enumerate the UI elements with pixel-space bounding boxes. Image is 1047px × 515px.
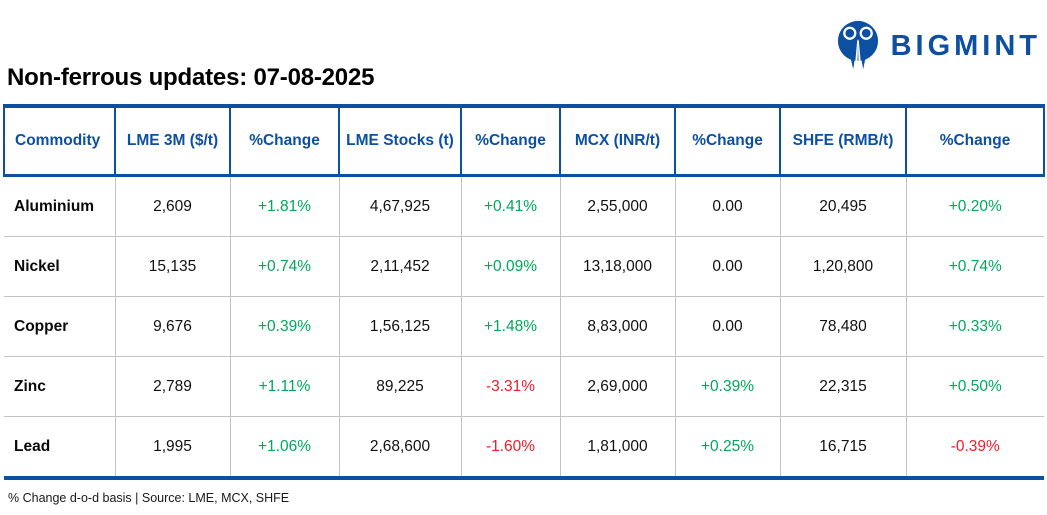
lme-stocks-cell: 2,11,452 <box>338 236 462 297</box>
mcx-cell: 2,69,000 <box>559 356 676 417</box>
commodity-cell: Zinc <box>4 356 116 417</box>
lme-stocks-cell: 4,67,925 <box>338 175 462 237</box>
mcx-cell: 13,18,000 <box>559 236 676 297</box>
commodity-cell: Copper <box>4 296 116 357</box>
mcx-change-cell: +0.25% <box>674 416 781 480</box>
table-header-row: Commodity LME 3M ($/t) %Change LME Stock… <box>3 104 1045 177</box>
mcx-cell: 1,81,000 <box>559 416 676 480</box>
source-footnote: % Change d-o-d basis | Source: LME, MCX,… <box>8 491 290 505</box>
shfe-change-cell: +0.50% <box>905 356 1044 417</box>
table-row-copper: Copper 9,676 +0.39% 1,56,125 +1.48% 8,83… <box>4 296 1044 357</box>
commodity-cell: Nickel <box>4 236 116 297</box>
column-header-commodity: Commodity <box>3 104 116 177</box>
column-header-mcx-change: %Change <box>674 104 781 177</box>
shfe-change-cell: +0.74% <box>905 236 1044 297</box>
commodity-cell: Aluminium <box>4 175 116 237</box>
lme-stocks-change-cell: -3.31% <box>460 356 561 417</box>
commodity-table: Commodity LME 3M ($/t) %Change LME Stock… <box>3 104 1045 480</box>
shfe-change-cell: +0.33% <box>905 296 1044 357</box>
lme-stocks-change-cell: +0.41% <box>460 175 561 237</box>
bigmint-logo: BIGMINT <box>835 20 1041 72</box>
mcx-change-cell: 0.00 <box>674 175 781 237</box>
lme-stocks-cell: 89,225 <box>338 356 462 417</box>
lme-3m-cell: 2,789 <box>114 356 231 417</box>
shfe-cell: 16,715 <box>779 416 907 480</box>
column-header-mcx: MCX (INR/t) <box>559 104 676 177</box>
bigmint-people-m-icon <box>837 20 878 70</box>
lme-stocks-change-cell: +0.09% <box>460 236 561 297</box>
table-row-lead: Lead 1,995 +1.06% 2,68,600 -1.60% 1,81,0… <box>4 416 1044 480</box>
lme-3m-cell: 1,995 <box>114 416 231 480</box>
mcx-change-cell: 0.00 <box>674 296 781 357</box>
table-row-aluminium: Aluminium 2,609 +1.81% 4,67,925 +0.41% 2… <box>4 175 1044 237</box>
column-header-lme-3m: LME 3M ($/t) <box>114 104 231 177</box>
lme-3m-cell: 2,609 <box>114 175 231 237</box>
shfe-cell: 1,20,800 <box>779 236 907 297</box>
shfe-cell: 78,480 <box>779 296 907 357</box>
shfe-cell: 20,495 <box>779 175 907 237</box>
lme-3m-cell: 15,135 <box>114 236 231 297</box>
column-header-lme-stocks: LME Stocks (t) <box>338 104 462 177</box>
commodity-table-wrapper: Commodity LME 3M ($/t) %Change LME Stock… <box>3 104 1045 480</box>
mcx-cell: 8,83,000 <box>559 296 676 357</box>
lme-stocks-cell: 2,68,600 <box>338 416 462 480</box>
lme-3m-cell: 9,676 <box>114 296 231 357</box>
lme-3m-change-cell: +1.06% <box>229 416 340 480</box>
lme-stocks-cell: 1,56,125 <box>338 296 462 357</box>
lme-stocks-change-cell: +1.48% <box>460 296 561 357</box>
shfe-change-cell: -0.39% <box>905 416 1044 480</box>
column-header-lme-stocks-change: %Change <box>460 104 561 177</box>
bigmint-wordmark: BIGMINT <box>890 29 1041 62</box>
lme-stocks-change-cell: -1.60% <box>460 416 561 480</box>
lme-3m-change-cell: +1.81% <box>229 175 340 237</box>
page-title: Non-ferrous updates: 07-08-2025 <box>7 64 375 91</box>
mcx-cell: 2,55,000 <box>559 175 676 237</box>
shfe-cell: 22,315 <box>779 356 907 417</box>
lme-3m-change-cell: +0.74% <box>229 236 340 297</box>
column-header-shfe-change: %Change <box>905 104 1045 177</box>
lme-3m-change-cell: +0.39% <box>229 296 340 357</box>
lme-3m-change-cell: +1.11% <box>229 356 340 417</box>
table-row-nickel: Nickel 15,135 +0.74% 2,11,452 +0.09% 13,… <box>4 236 1044 297</box>
column-header-lme-3m-change: %Change <box>229 104 340 177</box>
mcx-change-cell: 0.00 <box>674 236 781 297</box>
mcx-change-cell: +0.39% <box>674 356 781 417</box>
shfe-change-cell: +0.20% <box>905 175 1044 237</box>
table-row-zinc: Zinc 2,789 +1.11% 89,225 -3.31% 2,69,000… <box>4 356 1044 417</box>
column-header-shfe: SHFE (RMB/t) <box>779 104 907 177</box>
commodity-cell: Lead <box>4 416 116 480</box>
